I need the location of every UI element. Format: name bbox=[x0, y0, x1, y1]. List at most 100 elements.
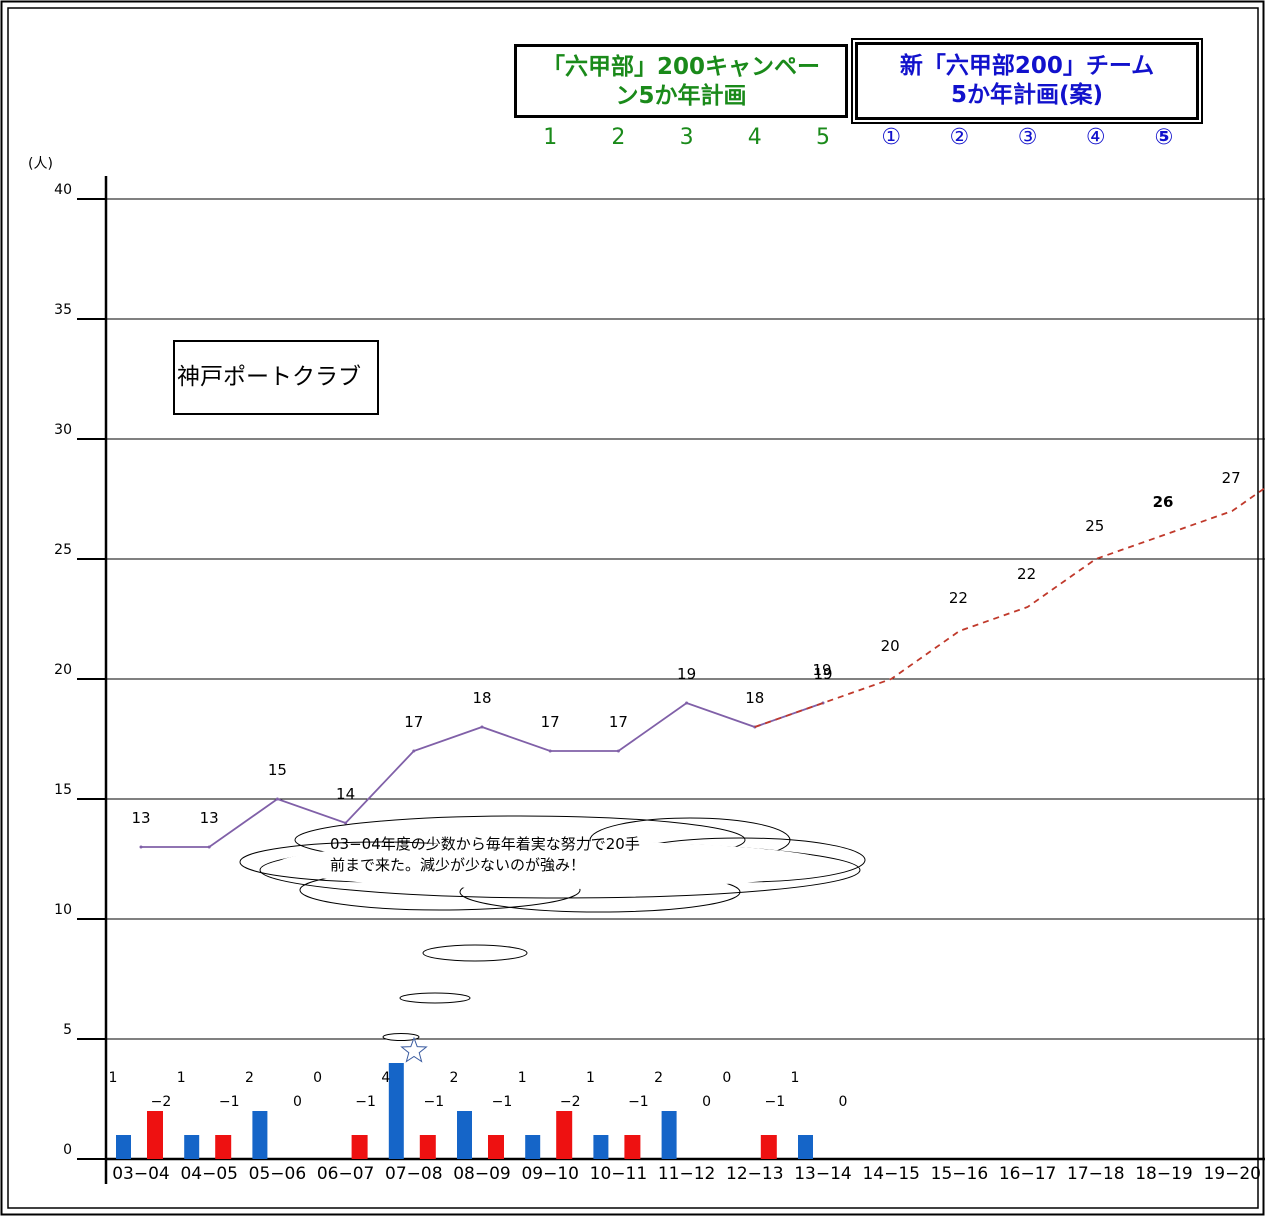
loss-bar bbox=[624, 1135, 641, 1159]
loss-bar bbox=[351, 1135, 368, 1159]
actual-value-label: 13 bbox=[200, 809, 219, 827]
actual-line bbox=[141, 701, 824, 848]
gain-bar bbox=[525, 1135, 541, 1159]
x-tick-label: 10−11 bbox=[590, 1164, 648, 1184]
plan-title-line1: 新「六甲部200」チーム bbox=[899, 53, 1155, 79]
gain-bar-label: 1 bbox=[791, 1070, 800, 1086]
actual-value-label: 15 bbox=[268, 761, 287, 779]
gain-bar-label: 2 bbox=[245, 1070, 254, 1086]
x-tick-label: 14−15 bbox=[862, 1164, 920, 1184]
gain-bar-label: 0 bbox=[313, 1070, 322, 1086]
gain-bar-label: 2 bbox=[654, 1070, 663, 1086]
actual-point bbox=[548, 749, 552, 753]
loss-bar bbox=[760, 1135, 777, 1159]
gain-bar-label: 2 bbox=[450, 1070, 459, 1086]
x-tick-label: 07−08 bbox=[385, 1164, 443, 1184]
y-tick-label: 35 bbox=[54, 302, 72, 318]
y-tick-label: 15 bbox=[54, 782, 72, 798]
y-tick-label: 40 bbox=[54, 182, 72, 198]
plan-value-label: 22 bbox=[1017, 565, 1036, 583]
plan-year-label: ① bbox=[881, 125, 901, 150]
x-tick-label: 03−04 bbox=[112, 1164, 170, 1184]
actual-value-label: 14 bbox=[336, 785, 355, 803]
y-tick-label: 10 bbox=[54, 902, 72, 918]
cloud-note-line2: 前まで来た。減少が少ないのが強み！ bbox=[330, 856, 586, 874]
campaign-year-label: 2 bbox=[611, 125, 625, 150]
campaign-year-label: 4 bbox=[748, 125, 762, 150]
gain-bar-label: 0 bbox=[722, 1070, 731, 1086]
plan-title-line2: 5か年計画(案) bbox=[950, 82, 1104, 108]
actual-point bbox=[207, 845, 211, 849]
gain-bar-label: 1 bbox=[109, 1070, 118, 1086]
x-tick-label: 18−19 bbox=[1135, 1164, 1193, 1184]
loss-bar-label: −1 bbox=[219, 1094, 240, 1110]
cloud-note-line1: 03−04年度の少数から毎年着実な努力で20手 bbox=[330, 835, 640, 853]
loss-bar-label: 0 bbox=[702, 1094, 711, 1110]
plan-year-label: ③ bbox=[1018, 125, 1038, 150]
campaign-year-label: 5 bbox=[816, 125, 830, 150]
actual-value-label: 17 bbox=[541, 713, 560, 731]
inner-border bbox=[7, 7, 1259, 1209]
actual-value-label: 17 bbox=[609, 713, 628, 731]
gain-bar-label: 1 bbox=[177, 1070, 186, 1086]
y-tick-label: 25 bbox=[54, 542, 72, 558]
y-tick-label: 5 bbox=[63, 1022, 72, 1038]
star-icon bbox=[400, 1036, 428, 1063]
plan-year-label: ⑤ bbox=[1155, 125, 1174, 150]
plan-value-label: 20 bbox=[881, 637, 900, 655]
thought-bubble bbox=[382, 1033, 420, 1041]
loss-bar bbox=[215, 1135, 232, 1159]
x-tick-label: 05−06 bbox=[249, 1164, 307, 1184]
loss-bar-label: −1 bbox=[492, 1094, 513, 1110]
x-tick-label: 13−14 bbox=[794, 1164, 852, 1184]
loss-bar-label: −2 bbox=[560, 1094, 581, 1110]
campaign-year-label: 3 bbox=[680, 125, 694, 150]
club-name-box: 神戸ポートクラブ bbox=[173, 340, 379, 415]
loss-bar bbox=[556, 1111, 573, 1159]
plan-year-label: ② bbox=[950, 125, 970, 150]
x-tick-label: 15−16 bbox=[931, 1164, 989, 1184]
plan-value-label: 25 bbox=[1085, 517, 1104, 535]
actual-point bbox=[685, 701, 689, 705]
x-tick-label: 19−20 bbox=[1203, 1164, 1261, 1184]
plan-value-label: 26 bbox=[1153, 493, 1174, 511]
gain-bar bbox=[252, 1111, 268, 1159]
loss-bar bbox=[488, 1135, 504, 1159]
loss-bar-label: −2 bbox=[151, 1094, 172, 1110]
campaign-title-line2: ン5か年計画 bbox=[615, 83, 747, 109]
gain-bar bbox=[184, 1135, 200, 1159]
gain-bar bbox=[116, 1135, 131, 1159]
unit-label: (人) bbox=[28, 156, 53, 172]
plan-line bbox=[754, 486, 1265, 728]
x-tick-label: 08−09 bbox=[453, 1164, 511, 1184]
loss-bar-label: −1 bbox=[355, 1094, 376, 1110]
loss-bar-label: 0 bbox=[293, 1094, 302, 1110]
gain-bar-label: 1 bbox=[518, 1070, 527, 1086]
actual-value-label: 18 bbox=[745, 689, 764, 707]
actual-point bbox=[275, 797, 279, 801]
campaign-title-box: 「六甲部」200キャンペー ン5か年計画 bbox=[514, 44, 848, 118]
loss-bar-label: 0 bbox=[839, 1094, 848, 1110]
thought-bubble bbox=[422, 944, 528, 962]
y-tick-label: 20 bbox=[54, 662, 72, 678]
plan-value-label: 22 bbox=[949, 589, 968, 607]
plan-value-label: 19 bbox=[812, 661, 831, 679]
x-tick-label: 17−18 bbox=[1067, 1164, 1125, 1184]
loss-bar-label: −1 bbox=[423, 1094, 444, 1110]
gain-bar bbox=[388, 1063, 404, 1159]
loss-bar bbox=[419, 1135, 436, 1159]
gain-bar bbox=[457, 1111, 472, 1159]
y-tick-label: 30 bbox=[54, 422, 72, 438]
campaign-title-line1: 「六甲部」200キャンペー bbox=[541, 54, 820, 80]
actual-value-label: 17 bbox=[404, 713, 423, 731]
campaign-year-label: 1 bbox=[543, 125, 557, 150]
actual-value-label: 13 bbox=[131, 809, 150, 827]
plan-title-box: 新「六甲部200」チーム 5か年計画(案) bbox=[851, 38, 1203, 124]
gain-bar-label: 4 bbox=[381, 1070, 390, 1086]
x-tick-label: 09−10 bbox=[521, 1164, 579, 1184]
x-tick-label: 06−07 bbox=[317, 1164, 375, 1184]
gain-bar bbox=[661, 1111, 677, 1159]
